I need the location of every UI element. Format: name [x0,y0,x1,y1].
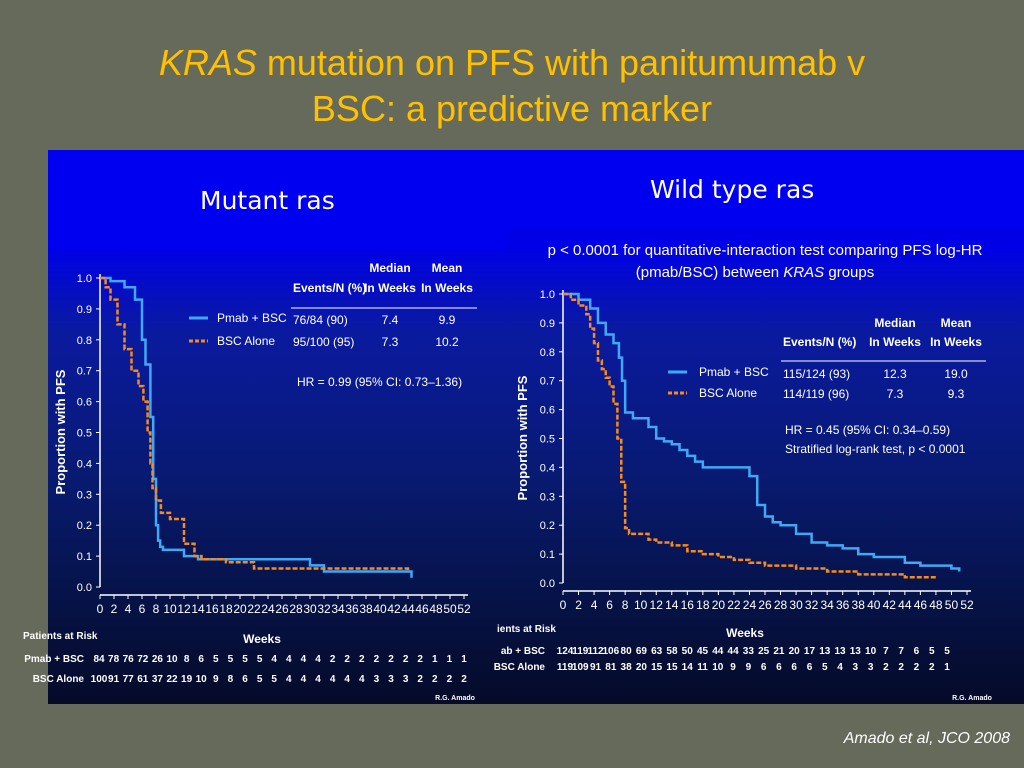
title-kras-italic: KRAS [158,42,257,83]
label-box-right [508,150,1024,228]
citation: Amado et al, JCO 2008 [843,730,1010,747]
mutant-ras-label: Mutant ras [200,186,335,215]
wild-type-ras-label: Wild type ras [650,175,815,204]
slide-title: KRAS mutation on PFS with panitumumab v … [0,40,1024,132]
title-rest: mutation on PFS with panitumumab v [256,42,866,83]
title-line-1: KRAS mutation on PFS with panitumumab v [0,40,1024,86]
label-box-left [48,150,508,250]
title-line-2: BSC: a predictive marker [311,88,713,129]
